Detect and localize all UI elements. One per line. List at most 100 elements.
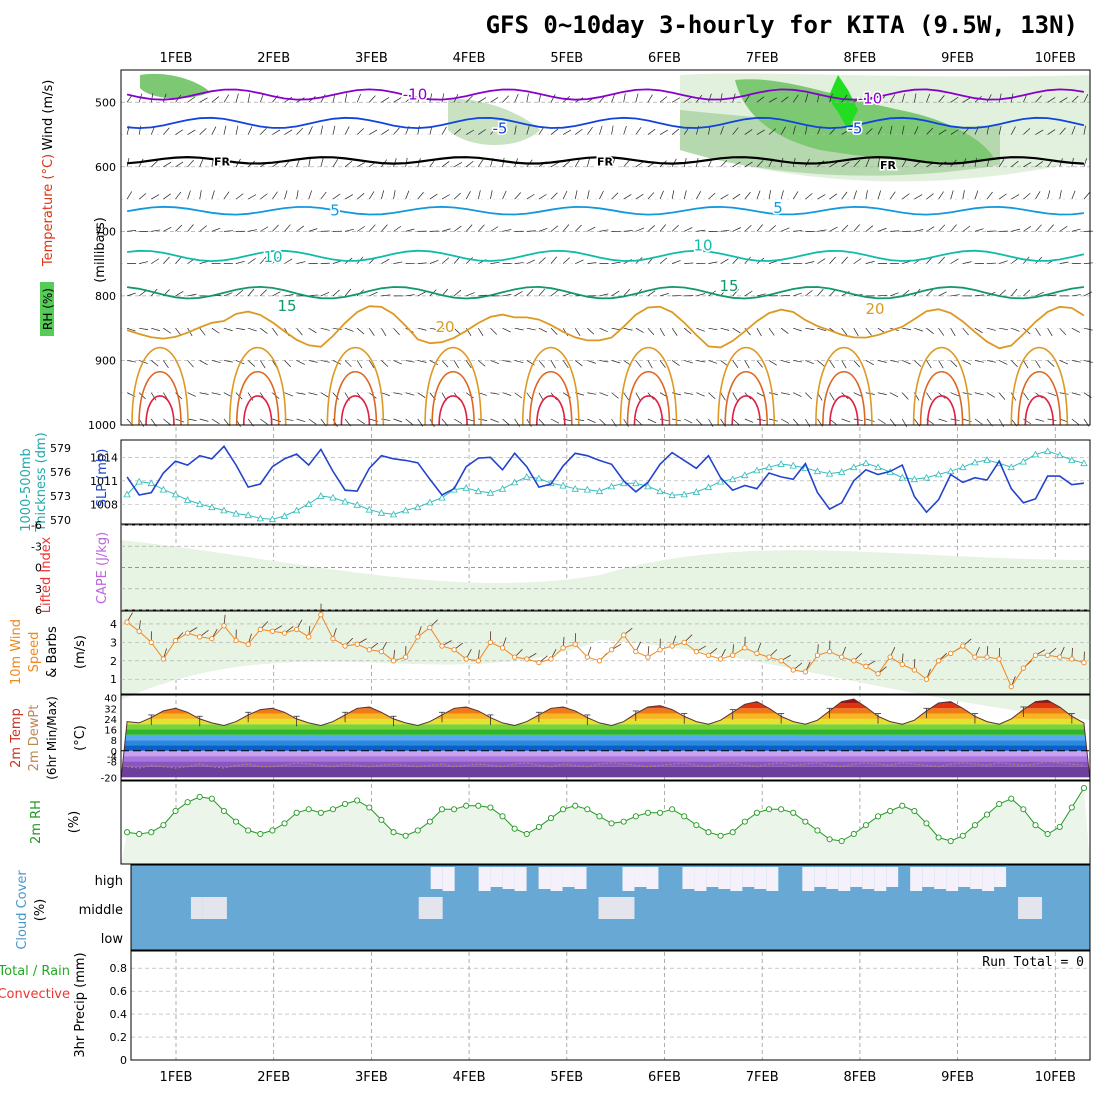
wind-barb xyxy=(926,289,934,297)
wind-barb xyxy=(163,93,167,103)
data-point xyxy=(341,497,349,505)
wind-barb xyxy=(550,418,560,424)
data-point xyxy=(159,485,168,493)
wind-barb xyxy=(647,94,653,103)
data-point xyxy=(414,827,421,834)
wind-barb xyxy=(127,230,137,232)
wind-barb xyxy=(381,190,385,200)
wind-barb xyxy=(587,360,596,364)
wind-barb xyxy=(187,392,196,397)
wind-barb xyxy=(805,392,813,400)
data-point xyxy=(789,461,797,469)
data-point xyxy=(160,822,167,829)
wind-barb xyxy=(732,392,738,401)
wind-barb xyxy=(586,158,590,167)
rh2m-series xyxy=(124,785,1087,845)
data-point xyxy=(475,802,482,809)
wind-barb xyxy=(381,294,391,297)
wind-barb xyxy=(926,392,932,401)
day-label: 10FEB xyxy=(1035,1070,1076,1085)
data-point xyxy=(136,628,142,634)
wind-barb xyxy=(756,360,763,368)
wind-barb xyxy=(878,294,888,297)
cloud-gap-high xyxy=(562,867,575,887)
data-point xyxy=(632,479,640,487)
data-point xyxy=(281,820,288,827)
data-point xyxy=(487,804,494,811)
y-tick-label: 700 xyxy=(95,225,116,238)
data-point xyxy=(257,626,263,633)
wind-barb xyxy=(478,360,486,367)
wind-barb xyxy=(235,260,245,264)
wind-barb xyxy=(429,327,439,331)
side-label-cape: CAPE (J/kg) xyxy=(95,532,110,604)
wind-barb xyxy=(187,159,194,168)
data-point xyxy=(656,809,664,816)
wind-barb xyxy=(441,93,445,103)
data-point xyxy=(705,829,712,836)
data-point xyxy=(669,643,675,649)
wind-barb xyxy=(829,193,838,200)
wind-barb xyxy=(538,288,546,297)
wind-barb xyxy=(478,97,487,103)
wind-barb xyxy=(381,97,390,103)
wind-barb xyxy=(853,190,857,200)
data-point xyxy=(438,806,446,813)
wind-barb xyxy=(623,125,627,135)
wind-barb xyxy=(599,125,603,135)
wind-barb xyxy=(453,128,462,135)
temperature-band xyxy=(121,750,1090,757)
wind-barb xyxy=(260,289,267,297)
y-tick-label: 32 xyxy=(104,704,117,715)
wind-barb xyxy=(223,360,233,363)
wind-barb xyxy=(538,194,547,200)
wind-barb xyxy=(163,418,171,425)
data-point xyxy=(196,500,204,507)
data-point xyxy=(414,503,422,511)
wind-barb xyxy=(284,129,293,135)
wind-barb xyxy=(1035,95,1042,103)
wind-barb xyxy=(974,228,984,232)
wind-barb xyxy=(308,126,313,135)
data-point xyxy=(911,807,918,815)
data-point xyxy=(269,628,276,634)
wind-barb xyxy=(332,159,339,168)
wind-barb xyxy=(393,225,402,232)
wind-barb xyxy=(962,327,969,336)
day-label: 4FEB xyxy=(453,1070,486,1085)
wind-barb xyxy=(1047,97,1056,103)
wind-barb xyxy=(889,157,893,167)
data-point xyxy=(984,654,990,660)
dewpoint-series-line xyxy=(127,760,1084,769)
day-label: 5FEB xyxy=(550,1070,583,1085)
data-point xyxy=(741,471,749,479)
day-label: 6FEB xyxy=(648,1070,681,1085)
side-label-thickness-unit: Thickness (dm) xyxy=(34,432,49,532)
wind-barb xyxy=(659,360,666,368)
wind-barb xyxy=(938,256,945,264)
data-point xyxy=(1020,665,1027,671)
wind-barb xyxy=(720,194,729,200)
wind-barb xyxy=(587,226,596,232)
wind-barb xyxy=(1059,190,1062,200)
panel-side-label: (millibars) xyxy=(93,217,108,283)
wind-barb xyxy=(163,360,169,369)
y-tick-label: -3 xyxy=(31,540,42,553)
wind-barb xyxy=(950,96,959,103)
data-point xyxy=(826,648,833,655)
wind-barb xyxy=(575,418,585,422)
data-point xyxy=(451,647,457,653)
rh-legend-swatch xyxy=(40,282,54,336)
data-point xyxy=(681,639,687,646)
cloud-gap-middle xyxy=(202,897,227,919)
wind-barb xyxy=(635,127,642,135)
wind-barb xyxy=(720,327,730,331)
side-label-10m-wind: 10m Wind xyxy=(9,619,24,685)
wind-barb xyxy=(720,125,724,135)
day-label: 1FEB xyxy=(160,51,193,66)
data-point xyxy=(124,829,131,836)
data-point xyxy=(548,656,554,662)
wind-barb xyxy=(357,418,365,425)
side-label-speed: Speed xyxy=(27,632,42,673)
wind-barb xyxy=(877,392,887,396)
